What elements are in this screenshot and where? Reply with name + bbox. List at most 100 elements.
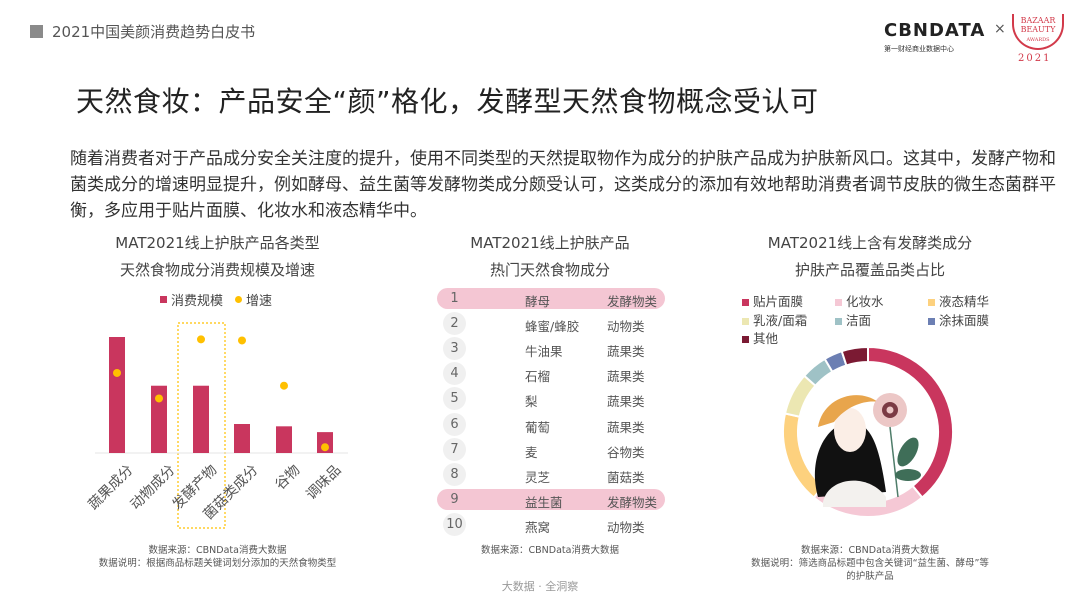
- ingredient-category: 蔬果类: [607, 369, 645, 385]
- rank: 3: [443, 337, 466, 361]
- bar-chart-title: MAT2021线上护肤产品各类型 天然食物成分消费规模及增速: [60, 230, 375, 284]
- legend-label: 洁面: [846, 312, 872, 328]
- logo-separator: ×: [994, 21, 1006, 37]
- table-source: 数据来源：CBNData消费大数据: [481, 545, 619, 556]
- ingredient-category: 蔬果类: [607, 394, 645, 410]
- legend-swatch: [742, 336, 749, 343]
- bar-chart-note: 数据说明：根据商品标题关键词划分添加的天然食物类型: [98, 558, 337, 569]
- ingredient-name: 石榴: [525, 369, 551, 385]
- legend-label: 贴片面膜: [753, 294, 804, 309]
- slice-其他: [840, 345, 869, 367]
- bar-chart: [95, 322, 348, 529]
- bar-蔬果成分: [109, 337, 125, 453]
- donut-legend-item: 其他: [742, 328, 778, 347]
- table-row: 1 酵母 发酵物类: [437, 288, 665, 309]
- ingredient-name: 麦: [525, 444, 538, 460]
- woman-flower-illustration: [814, 393, 921, 507]
- ingredient-category: 发酵物类: [607, 294, 658, 309]
- growth-dot-动物成分: [155, 394, 163, 403]
- ingredient-name: 梨: [525, 394, 538, 410]
- bar-菌菇类成分: [234, 424, 250, 453]
- ingredient-name: 燕窝: [525, 519, 551, 535]
- legend-swatch: [742, 299, 749, 306]
- bar-调味品: [317, 432, 333, 453]
- donut-source: 数据来源：CBNData消费大数据: [801, 545, 939, 556]
- donut-legend-item: 化妆水: [835, 291, 884, 310]
- table-title-line1: MAT2021线上护肤产品: [470, 234, 630, 252]
- highlight-box: [177, 322, 226, 529]
- ingredient-category: 动物类: [607, 319, 645, 335]
- rank: 6: [443, 412, 466, 436]
- ingredient-category: 动物类: [607, 519, 645, 535]
- bar-chart-title-line1: MAT2021线上护肤产品各类型: [115, 234, 320, 252]
- legend-swatch-scale: [160, 296, 167, 303]
- table-row: 6 葡萄 蔬果类: [437, 412, 665, 436]
- table-row: 8 灵芝 菌菇类: [437, 462, 665, 486]
- rank: 8: [443, 462, 466, 486]
- rank: 9: [450, 491, 459, 507]
- growth-dot-菌菇类成分: [238, 336, 246, 345]
- page-title: 天然食妆：产品安全“颜”格化，发酵型天然食物概念受认可: [76, 85, 819, 118]
- legend-label-growth: 增速: [246, 294, 273, 309]
- ingredient-name: 蜂蜜/蜂胶: [525, 319, 580, 335]
- growth-dot-发酵产物: [197, 335, 205, 344]
- table-row: 7 麦 谷物类: [437, 437, 665, 461]
- donut-legend-item: 乳液/面霜: [742, 310, 807, 329]
- header-square-icon: [30, 25, 43, 38]
- table-row: 4 石榴 蔬果类: [437, 362, 665, 386]
- rank: 7: [443, 437, 466, 461]
- rank: 1: [450, 291, 459, 306]
- donut-legend-item: 贴片面膜: [742, 291, 803, 310]
- table-title-line2: 热门天然食物成分: [489, 261, 610, 279]
- ingredient-category: 发酵物类: [607, 494, 658, 510]
- ingredient-name: 牛油果: [525, 344, 563, 360]
- logo-year: 2021: [1018, 53, 1052, 64]
- bar-chart-source: 数据来源：CBNData消费大数据: [148, 545, 287, 556]
- donut-footnote: 数据来源：CBNData消费大数据 数据说明：筛选商品标题中包含关键词“益生菌、…: [720, 544, 1020, 583]
- legend-swatch: [835, 299, 842, 306]
- bar-动物成分: [151, 385, 167, 453]
- rank: 4: [443, 362, 466, 386]
- table-row: 2 蜂蜜/蜂胶 动物类: [437, 312, 665, 336]
- donut-note-line1: 数据说明：筛选商品标题中包含关键词“益生菌、酵母”等: [751, 558, 989, 569]
- donut-legend-item: 涂抹面膜: [928, 310, 989, 329]
- growth-dot-蔬果成分: [113, 368, 121, 377]
- donut-note-line2: 的护肤产品: [846, 571, 894, 582]
- bar-legend: 消费规模 增速: [160, 290, 272, 309]
- legend-swatch: [928, 317, 935, 325]
- table-row: 3 牛油果 蔬果类: [437, 337, 665, 361]
- legend-label: 涂抹面膜: [939, 312, 990, 328]
- table-row: 9 益生菌 发酵物类: [437, 488, 665, 510]
- intro-paragraph: 随着消费者对于产品成分安全关注度的提升，使用不同类型的天然提取物作为成分的护肤产…: [70, 149, 1056, 221]
- awards-text: AWARDS: [1026, 37, 1050, 43]
- ingredient-category: 蔬果类: [607, 419, 645, 435]
- legend-label: 液态精华: [939, 294, 990, 309]
- legend-swatch: [928, 299, 935, 306]
- ingredient-category: 谷物类: [607, 444, 645, 460]
- report-title: 2021中国美颜消费趋势白皮书: [52, 23, 256, 41]
- ingredient-name: 灵芝: [525, 469, 551, 485]
- rank: 10: [443, 512, 466, 536]
- bar-发酵产物: [193, 385, 209, 453]
- growth-dot-谷物: [280, 381, 288, 390]
- rank: 2: [443, 312, 466, 336]
- donut-legend-item: 洁面: [835, 310, 871, 329]
- cbndata-logo: CBNDATA: [884, 20, 986, 41]
- table-row: 5 梨 蔬果类: [437, 387, 665, 411]
- legend-label: 化妆水: [846, 294, 884, 309]
- legend-swatch: [835, 317, 842, 325]
- bar-chart-title-line2: 天然食物成分消费规模及增速: [119, 261, 315, 279]
- bar-chart-footnote: 数据来源：CBNData消费大数据 数据说明：根据商品标题关键词划分添加的天然食…: [60, 544, 375, 570]
- bazaar-beauty-logo: BAZAAR BEAUTY AWARDS: [1012, 14, 1064, 50]
- ingredient-category: 蔬果类: [607, 344, 645, 360]
- ingredient-name: 益生菌: [525, 494, 563, 510]
- ingredient-name: 酵母: [525, 294, 551, 309]
- table-row: 10 燕窝 动物类: [437, 512, 665, 536]
- ingredient-name: 葡萄: [525, 419, 551, 435]
- rank: 5: [443, 387, 466, 411]
- donut-legend-item: 液态精华: [928, 291, 989, 310]
- growth-dot-调味品: [321, 443, 329, 452]
- donut-title-line1: MAT2021线上含有发酵类成分: [767, 234, 973, 252]
- table-title: MAT2021线上护肤产品 热门天然食物成分: [400, 230, 700, 284]
- donut-title: MAT2021线上含有发酵类成分 护肤产品覆盖品类占比: [720, 230, 1020, 284]
